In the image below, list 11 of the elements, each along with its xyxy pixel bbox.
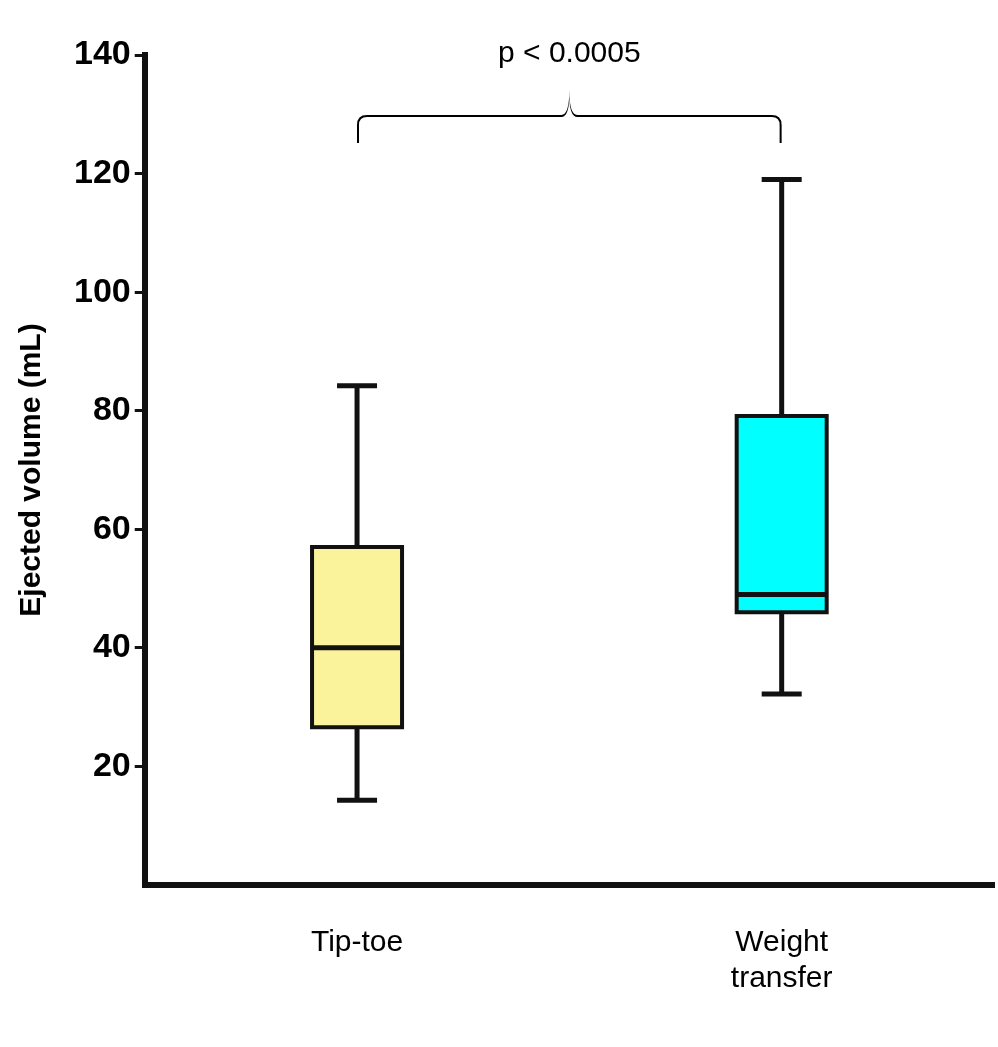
- y-tick-label: 80: [92, 389, 131, 428]
- y-tick-label: 100: [73, 270, 131, 309]
- y-tick-label: 120: [73, 151, 131, 190]
- y-axis-title: Ejected volume (mL): [13, 323, 47, 617]
- y-tick-label: 60: [92, 507, 131, 546]
- y-tick-label: 20: [92, 744, 131, 783]
- x-tick-label: Weight transfer: [730, 924, 833, 994]
- annotation: p < 0.0005: [498, 35, 641, 69]
- y-tick-label: 40: [92, 626, 131, 665]
- x-tick-label: Tip-toe: [310, 924, 404, 958]
- y-tick-label: 140: [73, 33, 131, 72]
